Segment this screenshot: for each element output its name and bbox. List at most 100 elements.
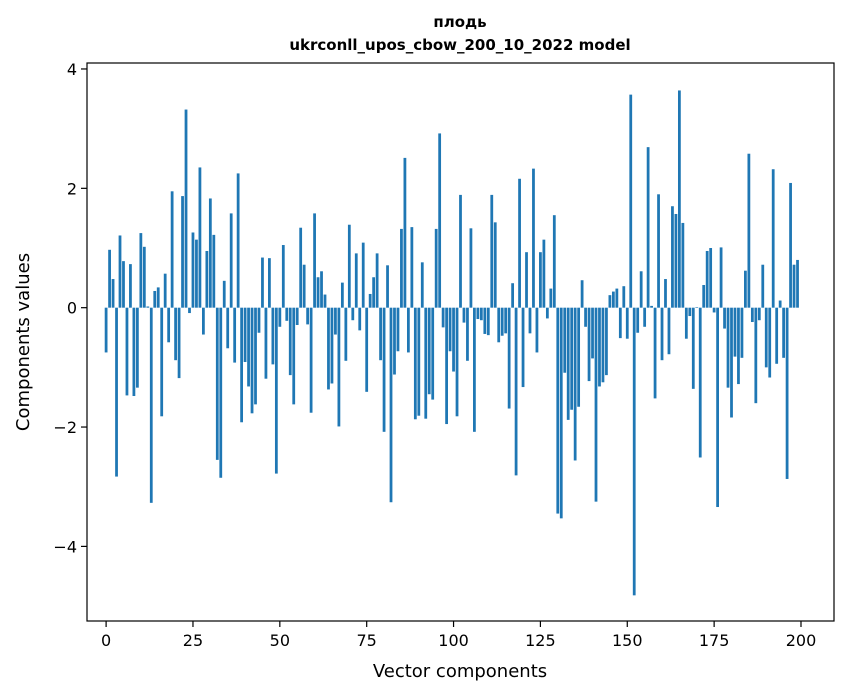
bar-165 [677, 90, 681, 308]
bar-189 [761, 264, 765, 308]
bar-171 [698, 307, 702, 458]
bar-1 [108, 249, 111, 308]
bar-97 [441, 307, 445, 328]
x-axis-ticks: 0 25 50 75 100 125 150 175 200 [101, 621, 816, 650]
bar-148 [618, 307, 622, 339]
bar-141 [594, 307, 598, 502]
bar-143 [601, 307, 605, 383]
bar-42 [250, 307, 254, 414]
bar-108 [479, 307, 483, 321]
bar-2 [111, 279, 115, 308]
bar-127 [545, 307, 549, 319]
bar-53 [288, 307, 292, 376]
bar-176 [716, 307, 719, 508]
bar-23 [184, 109, 188, 308]
bar-138 [584, 307, 587, 327]
bar-195 [782, 307, 786, 358]
chart-subtitle: ukrconll_upos_cbow_200_10_2022 model [289, 36, 630, 54]
bar-179 [726, 307, 730, 388]
bar-196 [785, 307, 789, 479]
bar-95 [434, 228, 438, 308]
bar-170 [695, 307, 699, 308]
bar-136 [577, 307, 581, 407]
bar-154 [639, 271, 643, 308]
x-tick-label: 150 [612, 631, 643, 650]
bar-133 [566, 307, 570, 420]
bar-120 [521, 307, 525, 388]
bar-31 [212, 234, 216, 308]
bar-168 [688, 307, 692, 317]
bar-116 [507, 307, 511, 409]
bar-33 [219, 307, 223, 478]
bar-52 [285, 307, 289, 321]
bar-182 [737, 307, 740, 385]
bar-74 [361, 242, 365, 308]
bar-91 [420, 262, 424, 308]
bar-144 [605, 307, 608, 376]
bar-194 [778, 300, 782, 308]
bar-56 [299, 227, 303, 308]
bar-12 [146, 306, 150, 308]
bar-63 [323, 294, 327, 308]
bar-78 [375, 253, 379, 308]
bar-146 [611, 291, 615, 308]
bar-135 [573, 307, 577, 461]
bar-159 [657, 194, 660, 308]
bar-142 [598, 307, 601, 387]
bar-0 [104, 307, 108, 353]
bar-82 [389, 307, 393, 503]
bar-17 [163, 273, 167, 308]
bar-14 [153, 290, 157, 308]
bar-199 [796, 259, 799, 308]
bar-87 [406, 307, 410, 353]
bar-60 [313, 213, 316, 308]
bar-9 [135, 307, 139, 388]
bar-5 [122, 261, 125, 308]
bar-85 [400, 228, 403, 308]
bar-178 [723, 307, 726, 329]
y-axis-ticks: −4 −2 0 2 4 [53, 60, 87, 556]
bar-181 [733, 307, 737, 357]
bar-106 [473, 307, 476, 432]
bar-70 [347, 224, 351, 308]
x-tick-label: 125 [525, 631, 556, 650]
bar-145 [608, 295, 612, 308]
bar-96 [438, 133, 442, 308]
bar-16 [160, 307, 164, 417]
bar-167 [684, 307, 688, 339]
bar-126 [542, 239, 546, 308]
bar-48 [271, 307, 275, 365]
bar-30 [208, 198, 212, 308]
x-tick-label: 50 [270, 631, 290, 650]
bar-81 [386, 265, 389, 308]
bars-group [104, 90, 799, 596]
bar-110 [486, 307, 490, 336]
bar-111 [490, 194, 494, 308]
bar-130 [556, 307, 560, 514]
bar-29 [205, 250, 209, 308]
bar-27 [198, 167, 202, 308]
bar-163 [671, 206, 674, 308]
bar-121 [525, 252, 528, 308]
bar-177 [719, 247, 723, 308]
bar-13 [149, 307, 153, 503]
bar-19 [170, 191, 174, 308]
bar-173 [705, 250, 709, 308]
bar-128 [549, 288, 553, 308]
bar-62 [320, 271, 323, 308]
bar-134 [570, 307, 574, 410]
bar-99 [448, 307, 452, 352]
bar-20 [174, 307, 177, 361]
bar-100 [452, 307, 455, 372]
bar-22 [181, 196, 184, 308]
bar-39 [240, 307, 244, 423]
bar-132 [563, 307, 567, 373]
bar-185 [747, 153, 751, 308]
bar-197 [789, 182, 792, 308]
bar-83 [393, 307, 396, 375]
bar-77 [372, 277, 376, 308]
bar-104 [466, 307, 469, 361]
bar-140 [591, 307, 594, 359]
x-tick-label: 175 [699, 631, 730, 650]
bar-155 [643, 307, 647, 327]
